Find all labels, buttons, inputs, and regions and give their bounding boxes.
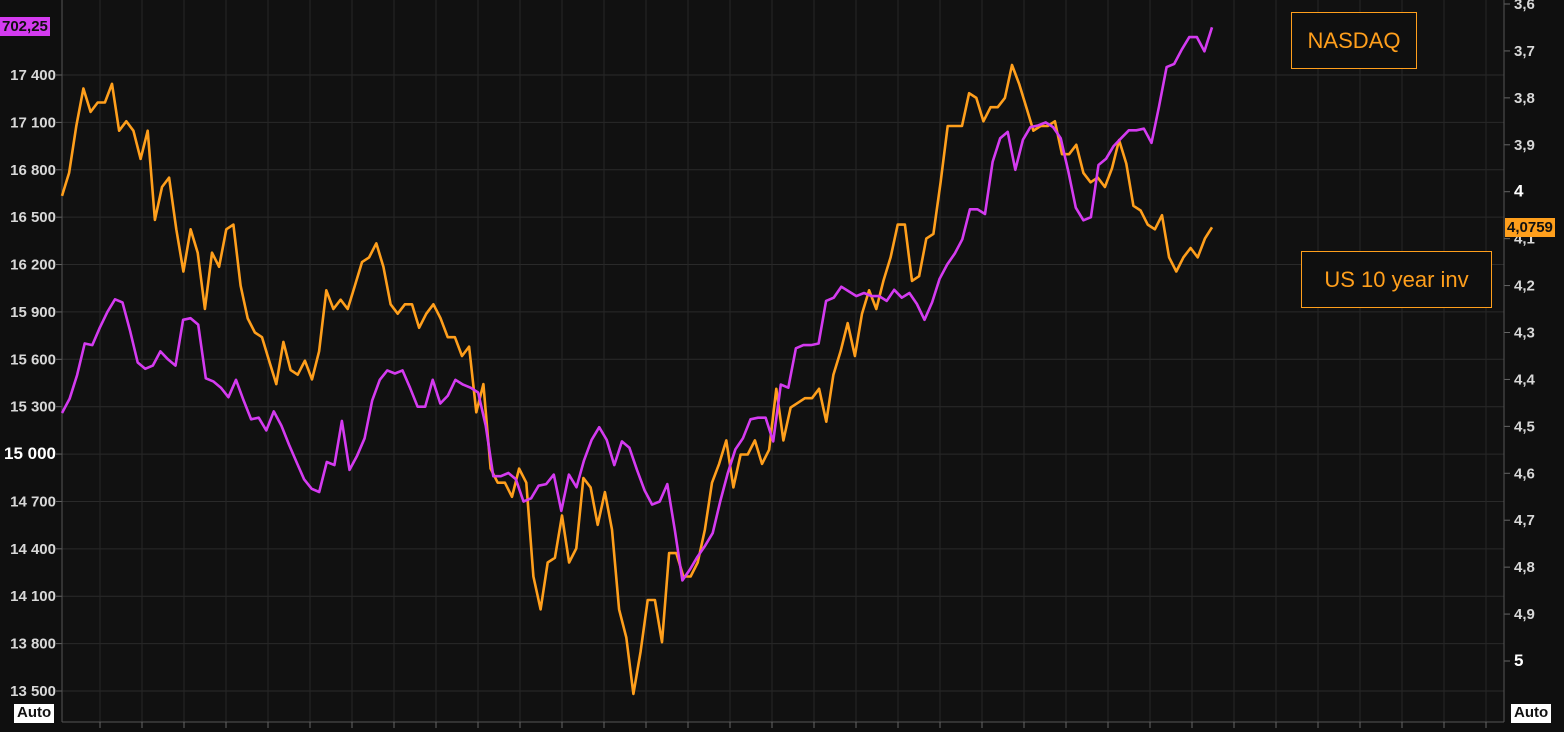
right-tick-label: 3,9 <box>1514 137 1535 154</box>
x-axis-ticks <box>99 722 1487 728</box>
yield-last-value-tag: 4,0759 <box>1505 218 1555 237</box>
left-axis: 17 400 17 100 16 800 16 500 16 200 15 900 15 6… <box>4 67 62 700</box>
left-tick-label: 17 400 <box>10 67 56 84</box>
right-tick-label: 4 <box>1514 182 1524 201</box>
right-axis: 3,63,73,83,944,14,24,34,44,54,64,74,84,9… <box>1504 0 1536 670</box>
left-tick-label: 15 300 <box>10 399 56 416</box>
left-tick-label: 14 400 <box>10 541 56 558</box>
left-tick-label: 15 600 <box>10 351 56 368</box>
left-tick-label: 13 500 <box>10 683 56 700</box>
left-tick-label: 16 800 <box>10 162 56 179</box>
right-tick-label: 3,8 <box>1514 90 1535 107</box>
right-tick-label: 4,6 <box>1514 465 1535 482</box>
left-tick-label: 14 100 <box>10 588 56 605</box>
left-tick-label: 16 500 <box>10 209 56 226</box>
left-tick-label: 16 200 <box>10 257 56 274</box>
right-tick-label: 4,2 <box>1514 278 1535 295</box>
grid-lines <box>62 0 1504 722</box>
left-tick-label: 13 800 <box>10 636 56 653</box>
right-tick-label: 4,3 <box>1514 325 1535 342</box>
series-line-us10y <box>60 63 1214 696</box>
right-tick-label: 4,7 <box>1514 512 1535 529</box>
right-tick-label: 3,6 <box>1514 0 1535 13</box>
legend-us10y: US 10 year inv <box>1301 251 1492 308</box>
left-tick-label: 17 100 <box>10 114 56 131</box>
right-tick-label: 4,8 <box>1514 559 1535 576</box>
right-tick-label: 4,5 <box>1514 418 1535 435</box>
right-tick-label: 3,7 <box>1514 43 1535 60</box>
plot-background <box>62 0 1504 722</box>
nasdaq-last-value-tag: 702,25 <box>0 17 50 36</box>
series-layer <box>60 26 1214 696</box>
left-auto-scale-button[interactable]: Auto <box>14 704 55 723</box>
series-line-nasdaq <box>60 26 1214 582</box>
right-auto-scale-button[interactable]: Auto <box>1511 704 1552 723</box>
legend-nasdaq: NASDAQ <box>1291 12 1417 69</box>
right-tick-label: 4,9 <box>1514 606 1535 623</box>
right-tick-label: 5 <box>1514 651 1523 670</box>
left-tick-label: 14 700 <box>10 493 56 510</box>
right-tick-label: 4,4 <box>1514 371 1536 388</box>
left-tick-label: 15 900 <box>10 304 56 321</box>
left-tick-label: 15 000 <box>4 444 56 463</box>
